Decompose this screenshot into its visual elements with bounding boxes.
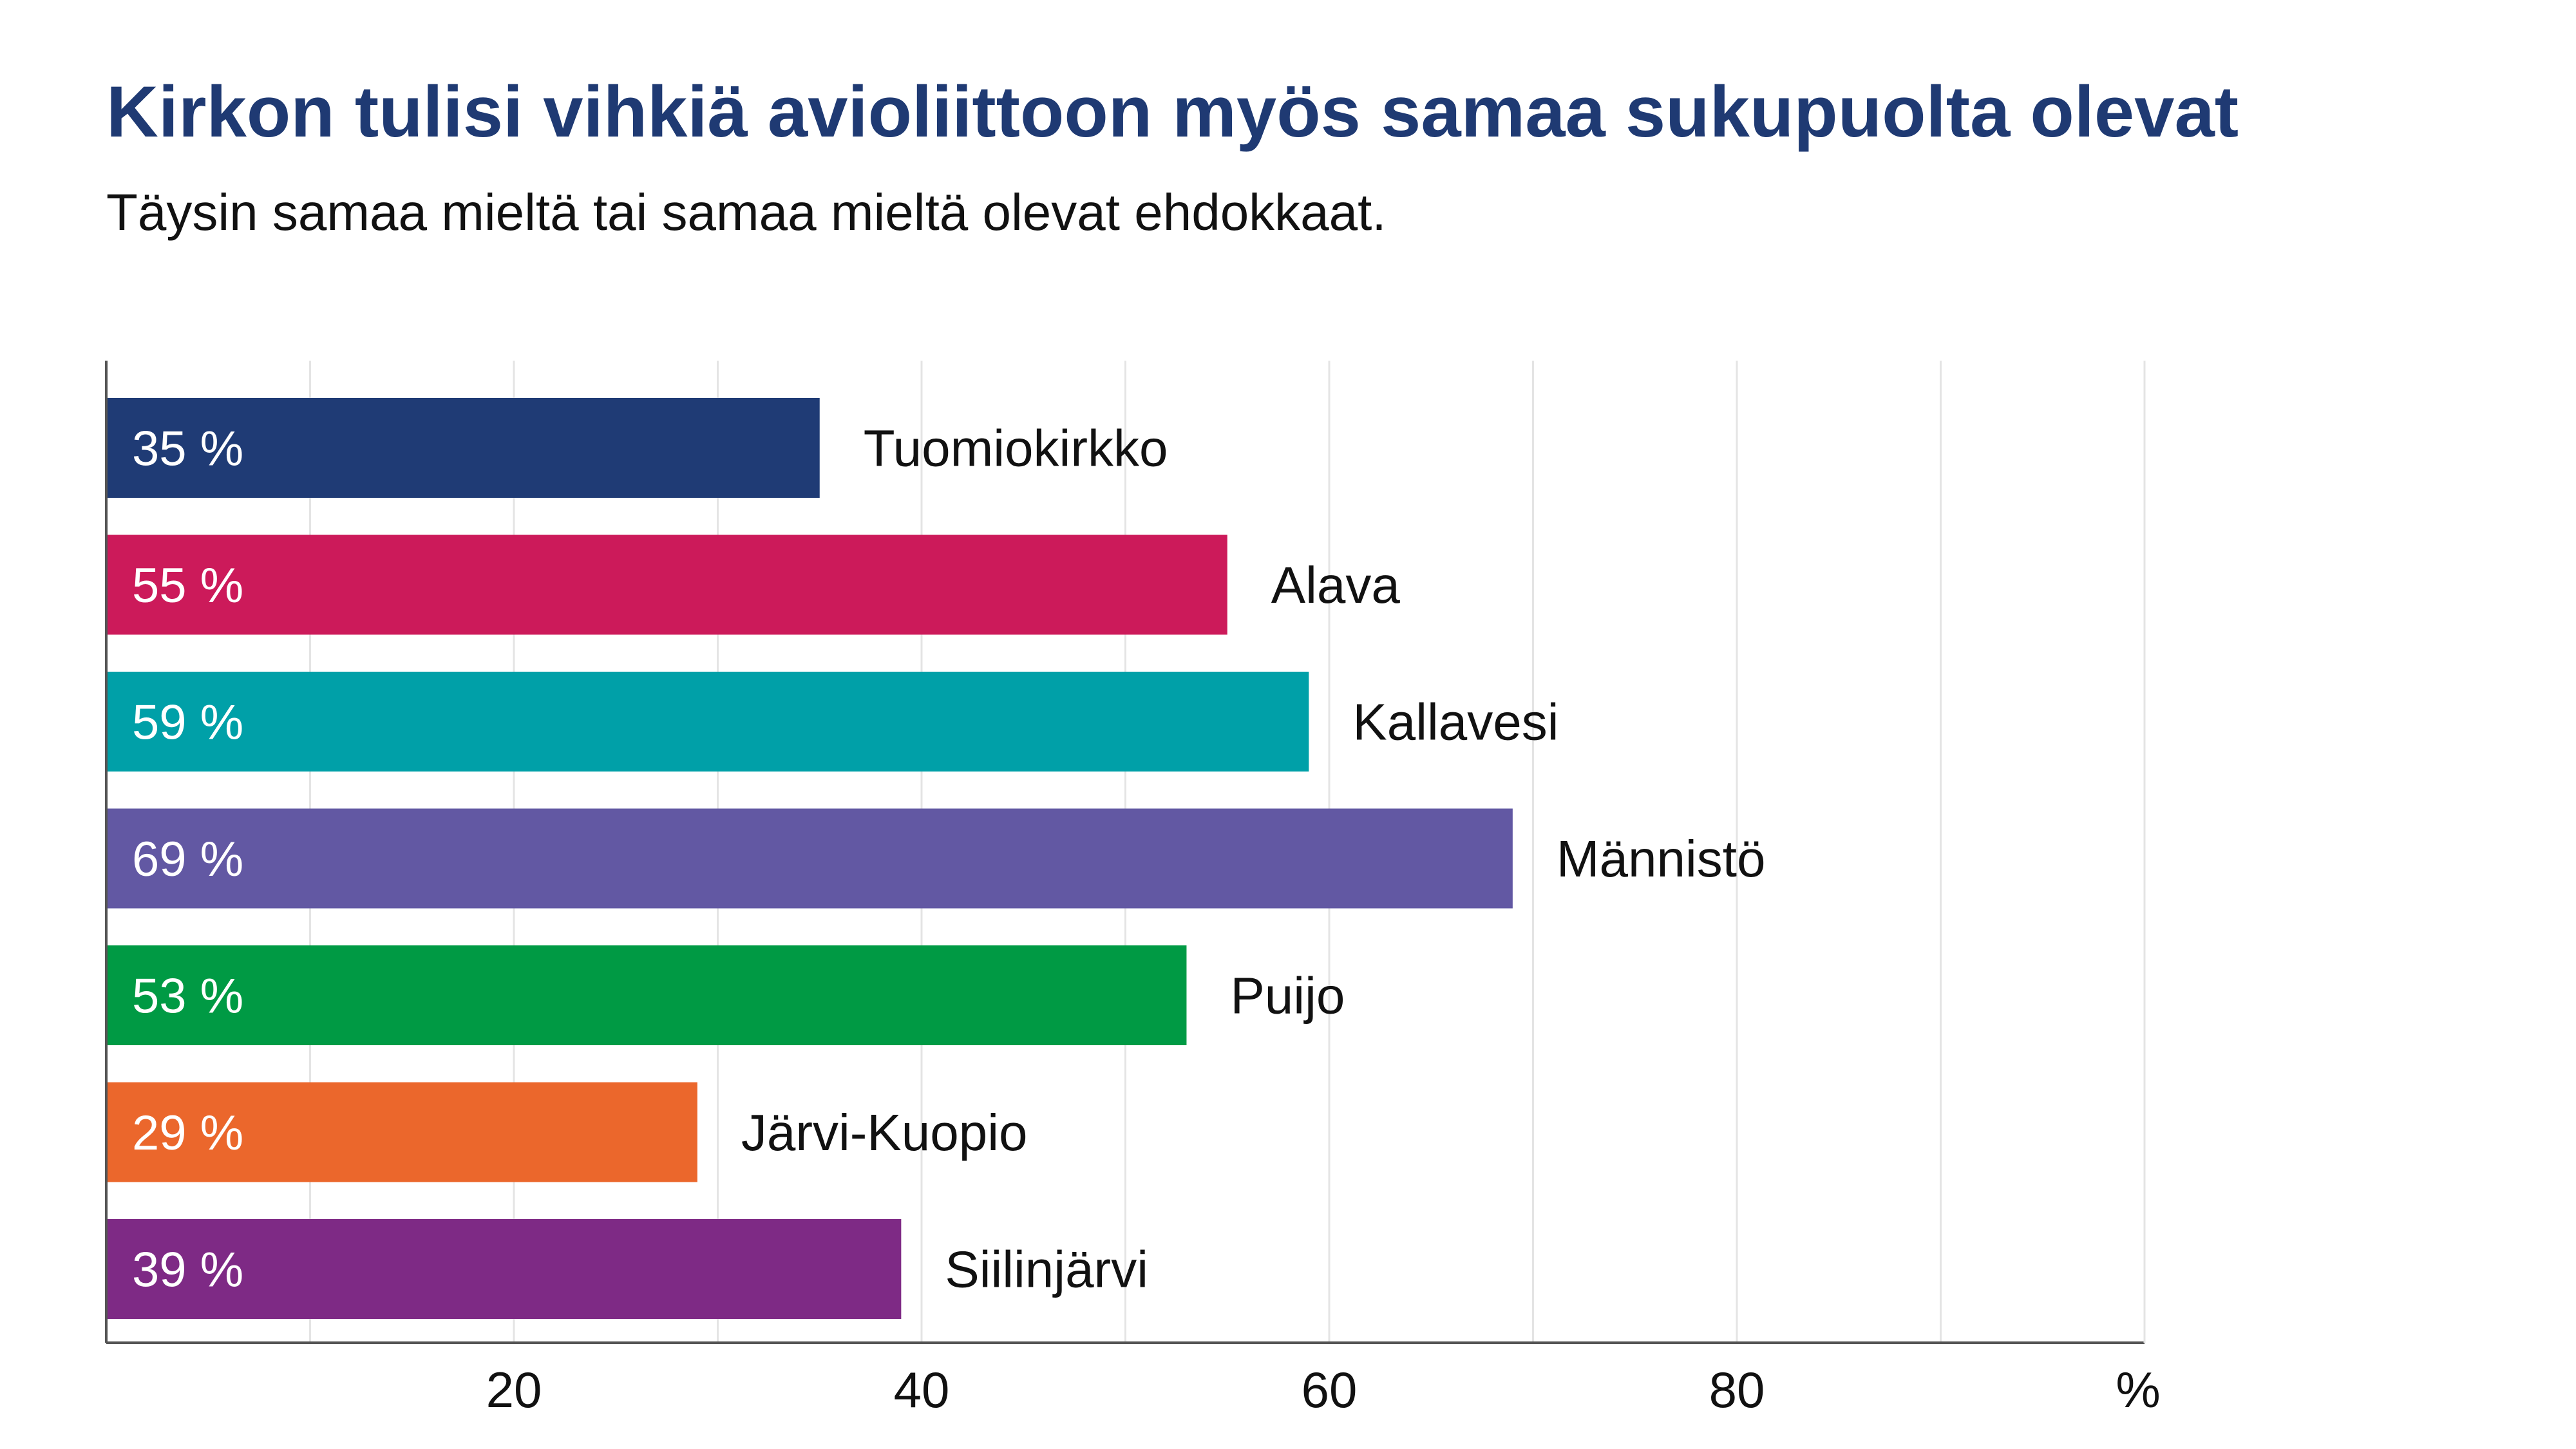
axes: [105, 361, 2146, 1344]
x-tick-label: 60: [1302, 1361, 1358, 1418]
category-label: Tuomiokirkko: [864, 420, 1168, 477]
bar: [106, 1082, 697, 1182]
category-label: Siilinjärvi: [945, 1241, 1148, 1298]
bar-value-label: 35 %: [132, 422, 243, 477]
bar: [106, 535, 1227, 635]
bar-value-label: 39 %: [132, 1243, 243, 1298]
bar: [106, 808, 1513, 909]
x-tick-label: 80: [1709, 1361, 1765, 1418]
bar: [106, 398, 820, 498]
category-label: Järvi-Kuopio: [741, 1104, 1028, 1161]
bar: [106, 1219, 902, 1319]
bar-value-label: 55 %: [132, 558, 243, 613]
bar-value-label: 29 %: [132, 1106, 243, 1160]
category-label: Männistö: [1557, 830, 1766, 887]
x-unit-label: %: [2116, 1361, 2160, 1418]
bar-value-label: 53 %: [132, 969, 243, 1024]
bar-value-label: 59 %: [132, 696, 243, 750]
bar: [106, 672, 1309, 772]
chart-subtitle: Täysin samaa mieltä tai samaa mieltä ole…: [106, 184, 1387, 241]
bars: 35 % Tuomiokirkko 55 % Alava 59 % Kallavesi 69…: [106, 398, 1765, 1319]
x-tick-label: 40: [894, 1361, 950, 1418]
category-label: Alava: [1271, 556, 1401, 614]
x-axis-ticks: 20 40 60 80%: [486, 1361, 2161, 1418]
x-tick-label: 20: [486, 1361, 542, 1418]
bar: [106, 945, 1187, 1045]
bar-value-label: 69 %: [132, 832, 243, 887]
category-label: Puijo: [1230, 967, 1345, 1025]
category-label: Kallavesi: [1352, 694, 1558, 751]
chart-title: Kirkon tulisi vihkiä avioliittoon myös s…: [106, 71, 2239, 152]
